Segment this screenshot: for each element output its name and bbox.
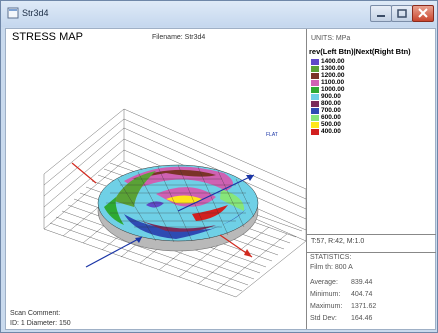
- legend-value: 1100.00: [321, 79, 345, 86]
- stat-label: Std Dev:: [310, 315, 337, 322]
- legend-value: 1400.00: [321, 58, 345, 65]
- legend-swatch: [311, 122, 319, 128]
- window-title: Str3d4: [22, 8, 49, 18]
- legend-swatch: [311, 115, 319, 121]
- legend-value: 900.00: [321, 93, 341, 100]
- filename-label: Filename: Str3d4: [152, 34, 206, 41]
- legend-panel: UNITS: MPa rev(Left Btn)|Next(Right Btn)…: [307, 29, 436, 235]
- legend-swatch: [311, 87, 319, 93]
- legend-swatch: [311, 101, 319, 107]
- flat-axis-label: FLAT: [266, 132, 278, 138]
- legend-swatch: [311, 66, 319, 72]
- stat-label: Maximum:: [310, 303, 343, 310]
- legend-value: 400.00: [321, 128, 341, 135]
- units-label: UNITS: MPa: [311, 35, 351, 42]
- close-button[interactable]: [412, 5, 434, 22]
- legend-value: 1000.00: [321, 86, 345, 93]
- scan-parameters: T:57, R:42, M:1.0: [311, 238, 365, 245]
- legend-value: 500.00: [321, 121, 341, 128]
- title-bar[interactable]: Str3d4: [1, 1, 437, 27]
- grid-back-walls: [43, 108, 306, 241]
- client-area: STRESS MAP Filename: Str3d4: [5, 28, 436, 330]
- legend-value: 700.00: [321, 107, 341, 114]
- stat-value: 839.44: [351, 279, 373, 286]
- legend-value: 1200.00: [321, 72, 345, 79]
- legend-value: 800.00: [321, 100, 341, 107]
- legend-swatch: [311, 59, 319, 65]
- stat-value: 1371.62: [351, 303, 377, 310]
- minimize-button[interactable]: [370, 5, 392, 22]
- close-icon: [418, 8, 428, 18]
- prev-next-control[interactable]: rev(Left Btn)|Next(Right Btn): [309, 47, 411, 56]
- legend-swatch: [311, 73, 319, 79]
- wafer-stress-surface: [97, 164, 259, 243]
- axis-arrows: [71, 162, 255, 268]
- statistics-heading: STATISTICS:: [310, 254, 352, 261]
- scan-comment: Scan Comment:: [10, 310, 61, 317]
- legend-swatch: [311, 94, 319, 100]
- stat-label: Average:: [310, 279, 338, 286]
- scan-info-panel: T:57, R:42, M:1.0: [307, 234, 436, 253]
- legend-swatch: [311, 129, 319, 135]
- maximize-button[interactable]: [391, 5, 413, 22]
- legend-swatch: [311, 80, 319, 86]
- stress-map-plot[interactable]: STRESS MAP Filename: Str3d4: [6, 29, 306, 329]
- minimize-icon: [377, 15, 385, 17]
- right-panel: UNITS: MPa rev(Left Btn)|Next(Right Btn)…: [306, 29, 436, 329]
- stat-value: 164.46: [351, 315, 373, 322]
- statistics-panel: STATISTICS: Film th: 800 A Average: 839.…: [307, 252, 436, 329]
- stat-label: Minimum:: [310, 291, 341, 298]
- stress-map-3d-surface: [43, 108, 306, 298]
- film-thickness: Film th: 800 A: [310, 264, 353, 271]
- legend-swatch: [311, 108, 319, 114]
- stat-value: 404.74: [351, 291, 373, 298]
- maximize-icon: [397, 9, 407, 18]
- app-icon: [7, 7, 19, 19]
- legend-value: 1300.00: [321, 65, 345, 72]
- legend-value: 600.00: [321, 114, 341, 121]
- plot-title: STRESS MAP: [12, 31, 83, 43]
- scan-id: ID: 1 Diameter: 150: [10, 320, 71, 327]
